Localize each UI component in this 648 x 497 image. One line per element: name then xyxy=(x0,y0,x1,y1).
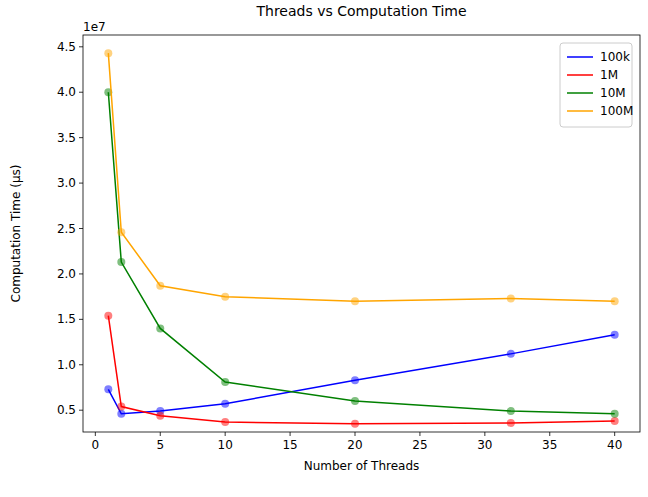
x-tick xyxy=(549,432,550,436)
y-tick xyxy=(79,319,83,320)
x-tick-label: 35 xyxy=(542,438,557,452)
point xyxy=(507,294,515,302)
x-tick-label: 25 xyxy=(412,438,427,452)
series-line xyxy=(108,316,614,424)
point xyxy=(221,293,229,301)
y-tick-label: 3.0 xyxy=(57,176,76,190)
x-tick xyxy=(484,432,485,436)
legend-swatch xyxy=(567,110,593,112)
x-tick-label: 40 xyxy=(607,438,622,452)
point xyxy=(351,297,359,305)
x-tick xyxy=(419,432,420,436)
point xyxy=(611,417,619,425)
legend-swatch xyxy=(567,92,593,94)
y-tick-label: 3.5 xyxy=(57,131,76,145)
point xyxy=(117,403,125,411)
point xyxy=(611,331,619,339)
y-tick-label: 0.5 xyxy=(57,403,76,417)
legend-label: 100k xyxy=(600,50,630,64)
legend-label: 1M xyxy=(600,68,618,82)
legend-swatch xyxy=(567,74,593,76)
y-tick xyxy=(79,137,83,138)
point xyxy=(221,418,229,426)
chart: 0 5 10 15 20 25 30 35 40 0.5 1.0 1.5 2.0 2.5 3.0 3.5 4.0… xyxy=(0,0,648,497)
y-tick xyxy=(79,228,83,229)
x-tick-label: 30 xyxy=(477,438,492,452)
y-tick xyxy=(79,410,83,411)
y-tick-label: 1.0 xyxy=(57,358,76,372)
point xyxy=(507,350,515,358)
legend: 100k 1M 10M 100M xyxy=(560,43,633,127)
point xyxy=(507,407,515,415)
point xyxy=(156,282,164,290)
x-tick-label: 0 xyxy=(92,438,100,452)
x-tick-label: 10 xyxy=(218,438,233,452)
legend-swatch xyxy=(567,56,593,58)
y-tick xyxy=(79,273,83,274)
point xyxy=(156,324,164,332)
point xyxy=(104,49,112,57)
y-tick-label: 2.5 xyxy=(57,222,76,236)
point xyxy=(351,397,359,405)
point xyxy=(507,419,515,427)
point xyxy=(611,410,619,418)
x-label: Number of Threads xyxy=(304,459,420,473)
point xyxy=(117,228,125,236)
point xyxy=(156,412,164,420)
point xyxy=(221,400,229,408)
y-tick-label: 1.5 xyxy=(57,312,76,326)
title: Threads vs Computation Time xyxy=(255,3,466,19)
point xyxy=(104,312,112,320)
offset-text: 1e7 xyxy=(83,20,106,34)
point xyxy=(117,258,125,266)
point xyxy=(611,297,619,305)
y-label: Computation Time (µs) xyxy=(9,165,23,303)
x-tick xyxy=(225,432,226,436)
y-tick-label: 4.5 xyxy=(57,40,76,54)
legend-label: 10M xyxy=(600,86,626,100)
y-tick xyxy=(79,364,83,365)
x-tick xyxy=(614,432,615,436)
plot-area xyxy=(104,49,618,428)
y-tick xyxy=(79,46,83,47)
point xyxy=(221,378,229,386)
series-line xyxy=(108,53,614,301)
x-tick xyxy=(95,432,96,436)
x-tick-label: 15 xyxy=(282,438,297,452)
legend-label: 100M xyxy=(600,104,633,118)
point xyxy=(104,385,112,393)
x-tick xyxy=(355,432,356,436)
y-tick xyxy=(79,183,83,184)
y-tick-label: 2.0 xyxy=(57,267,76,281)
frame xyxy=(83,35,640,432)
x-tick xyxy=(290,432,291,436)
y-tick xyxy=(79,92,83,93)
point xyxy=(117,410,125,418)
y-tick-label: 4.0 xyxy=(57,85,76,99)
point xyxy=(351,420,359,428)
x-tick-label: 5 xyxy=(156,438,164,452)
series-line xyxy=(108,92,614,414)
x-tick-label: 20 xyxy=(347,438,362,452)
x-tick xyxy=(160,432,161,436)
point xyxy=(351,376,359,384)
background xyxy=(0,0,648,497)
